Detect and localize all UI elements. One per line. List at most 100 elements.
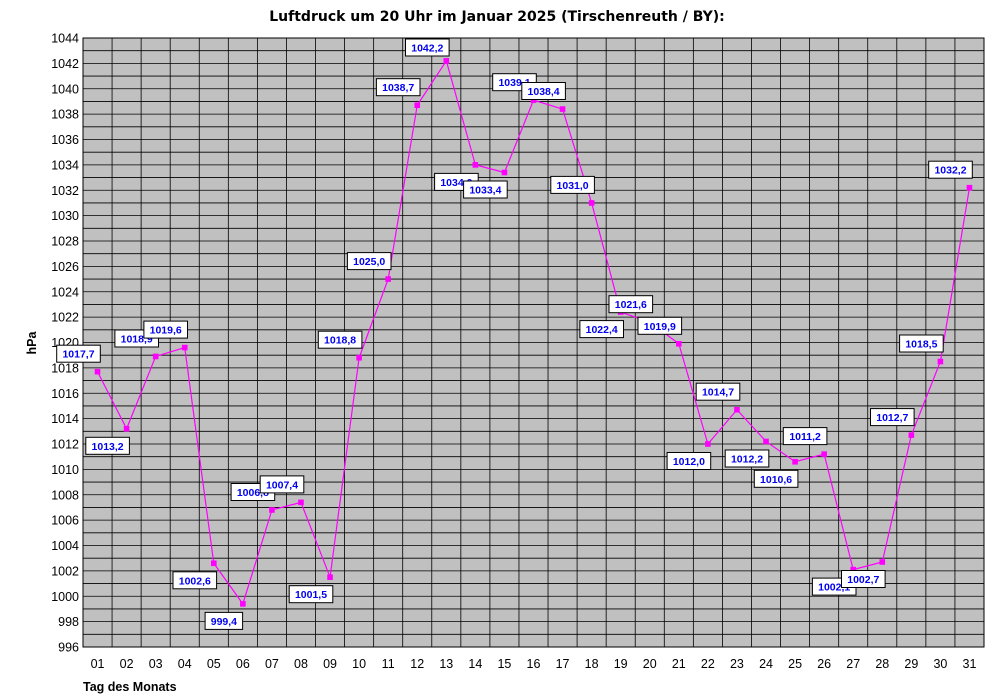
data-label: 1032,2 <box>928 160 973 179</box>
y-tick-label: 1010 <box>51 463 79 477</box>
data-label-text: 1012,7 <box>876 412 908 424</box>
grid <box>82 37 985 648</box>
data-label: 1022,4 <box>579 320 625 339</box>
data-label-box <box>463 180 508 199</box>
y-tick-label: 1032 <box>51 184 79 198</box>
data-label: 1006,8 <box>230 483 276 501</box>
x-tick-label: 18 <box>585 657 599 671</box>
data-label-text: 1012,0 <box>673 456 705 468</box>
data-label-box <box>666 452 712 470</box>
data-point <box>123 425 130 432</box>
data-label-box <box>550 175 595 194</box>
y-tick-label: 1012 <box>51 438 79 452</box>
data-point <box>385 276 391 282</box>
data-label: 1018,8 <box>317 330 363 349</box>
y-tick-label: 1004 <box>51 539 79 553</box>
x-tick-label: 26 <box>817 657 831 671</box>
y-tick-label: 1040 <box>51 82 79 96</box>
data-label: 1019,9 <box>637 316 683 335</box>
x-tick-label: 15 <box>497 657 511 671</box>
data-label-box <box>405 38 450 57</box>
data-labels: 1017,71013,21018,91019,61002,6999,41006,… <box>56 38 973 630</box>
data-label-box <box>608 295 654 314</box>
x-tick-label: 13 <box>439 657 453 671</box>
x-tick-label: 09 <box>323 657 337 671</box>
data-label: 1019,6 <box>143 320 188 339</box>
data-label-text: 1002,7 <box>847 574 879 586</box>
data-label: 1011,2 <box>782 427 828 446</box>
data-label-box <box>85 436 130 455</box>
data-point <box>908 432 915 438</box>
data-label-box <box>317 330 363 349</box>
data-point <box>152 353 159 360</box>
data-label: 1025,0 <box>346 252 392 271</box>
x-tick-label: 19 <box>614 657 628 671</box>
y-tick-label: 1024 <box>51 285 79 299</box>
data-label-box <box>899 334 944 353</box>
data-point <box>298 499 304 506</box>
data-label-box <box>521 82 566 100</box>
chart-title: Luftdruck um 20 Uhr im Januar 2025 (Tirs… <box>269 9 725 25</box>
data-label-box <box>637 316 683 335</box>
data-point <box>676 340 682 347</box>
x-tick-label: 10 <box>352 657 366 671</box>
data-label-text: 1038,4 <box>528 86 560 98</box>
x-tick-label: 04 <box>178 657 192 671</box>
data-label-text: 1032,2 <box>934 165 966 177</box>
data-label: 1038,7 <box>375 78 421 97</box>
data-label: 1012,0 <box>666 452 712 470</box>
data-label: 1018,5 <box>899 334 944 353</box>
data-label-text: 1017,7 <box>62 349 94 361</box>
y-tick-label: 1022 <box>51 311 79 325</box>
x-tick-label: 14 <box>468 657 482 671</box>
data-point <box>327 574 333 581</box>
data-label: 1014,7 <box>695 382 741 401</box>
data-label-box <box>288 585 334 604</box>
y-tick-label: 1014 <box>51 412 79 426</box>
data-point <box>501 169 508 176</box>
y-tick-label: 1018 <box>51 361 79 375</box>
data-label-text: 1033,4 <box>469 185 501 197</box>
x-tick-label: 20 <box>643 657 657 671</box>
data-label-text: 1001,5 <box>295 589 327 601</box>
data-label-box <box>870 408 915 427</box>
x-tick-label: 29 <box>904 657 918 671</box>
x-tick-label: 23 <box>730 657 744 671</box>
data-label-text: 1018,5 <box>905 339 937 351</box>
data-point <box>530 97 537 103</box>
data-label-text: 1010,6 <box>760 474 792 486</box>
data-point <box>94 368 101 375</box>
data-label-text: 1011,2 <box>789 431 821 443</box>
data-point <box>937 358 944 365</box>
data-point <box>472 162 479 168</box>
data-point <box>588 200 595 206</box>
data-label: 1002,7 <box>841 570 886 588</box>
data-point <box>705 441 711 447</box>
data-label: 999,4 <box>204 611 244 630</box>
data-label-box <box>259 475 305 494</box>
x-tick-label: 02 <box>120 657 134 671</box>
data-label-text: 1012,2 <box>731 454 763 466</box>
y-tick-label: 1008 <box>51 488 79 502</box>
data-label: 1001,5 <box>288 585 334 604</box>
y-tick-label: 1006 <box>51 514 79 528</box>
x-tick-label: 03 <box>149 657 163 671</box>
x-tick-label: 22 <box>701 657 715 671</box>
data-point <box>559 106 566 112</box>
data-label-box <box>928 160 973 179</box>
y-axis-label: hPa <box>25 330 39 354</box>
x-tick-label: 11 <box>382 657 395 671</box>
data-point <box>763 438 769 445</box>
data-point <box>821 451 827 457</box>
data-label-text: 1013,2 <box>92 441 124 453</box>
data-label-text: 1042,2 <box>411 43 443 55</box>
data-point <box>966 184 973 191</box>
data-label-box <box>172 571 218 590</box>
data-label: 1042,2 <box>405 38 450 57</box>
y-tick-label: 1044 <box>51 32 79 46</box>
x-tick-label: 08 <box>294 657 308 671</box>
data-point <box>240 601 246 607</box>
x-tick-label: 27 <box>846 657 860 671</box>
x-tick-label: 05 <box>207 657 221 671</box>
